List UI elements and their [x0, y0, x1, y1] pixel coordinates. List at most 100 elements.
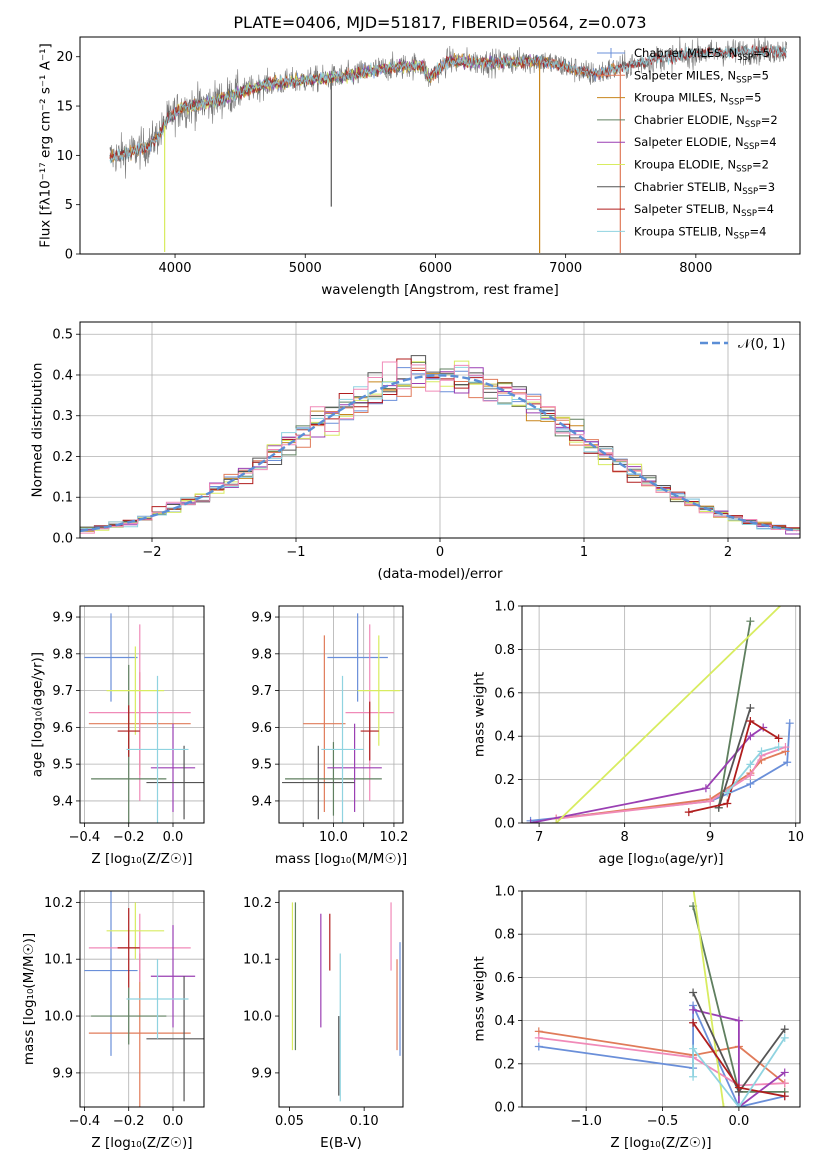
- weight-point-marker: [706, 797, 715, 806]
- y-axis-label: mass [log₁₀(M/M☉)]: [21, 933, 37, 1065]
- x-tick-label: 8: [621, 830, 629, 845]
- y-tick-label: 0.4: [494, 1014, 515, 1029]
- x-axis-label: Z [log₁₀(Z/Z☉)]: [91, 1135, 192, 1151]
- legend-subscript: SSP: [736, 75, 752, 85]
- x-tick-label: −2: [142, 545, 161, 560]
- panel-weight-vs-z: −1.0 −0.5 0.0 0.0 0.2 0.4 0.6 0.8 1.0 Z [log₁₀(Z/…: [471, 885, 801, 1151]
- weight-point-marker: [783, 758, 792, 767]
- y-axis-label: mass weight: [471, 672, 487, 757]
- weight-point-marker: [746, 717, 755, 726]
- legend-entry: 𝒩(0, 1): [738, 337, 785, 352]
- y-tick-label: 9.4: [251, 794, 272, 809]
- axes-frame: [79, 605, 205, 824]
- weight-point-marker: [780, 1025, 789, 1034]
- y-tick-label: 0.2: [52, 450, 73, 465]
- legend-subscript: SSP: [742, 187, 758, 197]
- x-axis-label: (data-model)/error: [377, 566, 503, 582]
- x-tick-label: 1: [580, 545, 588, 560]
- x-tick-label: −1.0: [570, 1114, 602, 1129]
- legend-text: Kroupa STELIB, N: [634, 224, 734, 238]
- legend-entry: Salpeter ELODIE, NSSP=4: [634, 135, 777, 152]
- legend-text-tail: =5: [752, 68, 769, 82]
- y-tick-label: 0: [65, 248, 73, 263]
- y-axis-label: Flux [fλ10⁻¹⁷ erg cm⁻² s⁻¹ A⁻¹]: [38, 43, 54, 248]
- x-tick-label: −0.5: [647, 1114, 679, 1129]
- weight-point-marker: [734, 1103, 743, 1107]
- weight-point-marker: [746, 617, 755, 626]
- x-tick-label: 7000: [549, 261, 582, 276]
- panel-mass-vs-z: −0.4 −0.2 0.0 9.9 10.0 10.1 10.2 Z [log₁₀(Z/Z☉)…: [21, 890, 205, 1151]
- y-axis-label: age [log₁₀(age/yr)]: [29, 652, 45, 777]
- x-axis-label: Z [log₁₀(Z/Z☉)]: [91, 851, 192, 867]
- x-tick-label: 10.0: [319, 830, 348, 845]
- figure-title: PLATE=0406, MJD=51817, FIBERID=0564, z=0…: [233, 13, 646, 32]
- weight-point-marker: [689, 1072, 698, 1081]
- x-tick-label: 0.0: [729, 1114, 750, 1129]
- y-tick-label: 10.1: [44, 953, 73, 968]
- y-tick-label: 10.0: [44, 1010, 73, 1025]
- x-tick-label: 2: [724, 545, 732, 560]
- legend-text: Kroupa ELODIE, N: [634, 158, 736, 172]
- x-axis-label: mass [log₁₀(M/M☉)]: [275, 851, 407, 867]
- weight-point-marker: [774, 734, 783, 743]
- axes-frame: [278, 890, 404, 1108]
- axes-frame: [521, 890, 801, 1108]
- legend-text-tail: =2: [752, 158, 769, 172]
- weight-point-marker: [780, 1068, 789, 1077]
- weight-series-line: [692, 891, 725, 1107]
- x-tick-label: 4000: [158, 261, 191, 276]
- x-tick-label: 10: [787, 830, 804, 845]
- legend-text: Chabrier STELIB, N: [634, 180, 742, 194]
- legend-entry: Kroupa ELODIE, NSSP=2: [634, 158, 769, 175]
- weight-point-marker: [734, 1016, 743, 1025]
- y-tick-label: 9.6: [251, 721, 272, 736]
- weight-series-line: [692, 1037, 786, 1107]
- y-tick-label: 0.4: [52, 368, 73, 383]
- y-tick-label: 9.6: [52, 721, 73, 736]
- weight-series-line: [726, 746, 779, 794]
- y-tick-label: 9.9: [251, 611, 272, 626]
- legend-text: Chabrier ELODIE, N: [634, 113, 745, 127]
- x-tick-label: 0: [436, 545, 444, 560]
- y-tick-label: 9.7: [52, 684, 73, 699]
- x-tick-label: −0.4: [69, 830, 101, 845]
- x-tick-label: −0.4: [69, 1114, 101, 1129]
- y-tick-label: 0.8: [494, 928, 515, 943]
- axes-frame: [79, 890, 205, 1108]
- legend-text: Salpeter MILES, N: [634, 68, 736, 82]
- y-tick-label: 0.0: [494, 817, 515, 832]
- y-tick-label: 0.6: [494, 686, 515, 701]
- x-tick-label: 5000: [289, 261, 322, 276]
- weight-point-marker: [689, 1044, 698, 1053]
- legend-text: Chabrier MILES, N: [634, 46, 737, 60]
- legend-subscript: SSP: [737, 53, 753, 63]
- weight-point-marker: [723, 799, 732, 808]
- legend-entry: Salpeter MILES, NSSP=5: [634, 68, 769, 85]
- weight-point-marker: [684, 808, 693, 817]
- legend-text-tail: =5: [753, 46, 770, 60]
- weight-point-marker: [780, 1079, 789, 1088]
- weight-series-line: [717, 621, 752, 808]
- weight-point-marker: [689, 1018, 698, 1027]
- y-tick-label: 0.2: [494, 773, 515, 788]
- x-tick-label: 9: [706, 830, 714, 845]
- y-tick-label: 9.9: [251, 1066, 272, 1081]
- y-tick-label: 0.0: [52, 532, 73, 547]
- x-tick-label: −1: [286, 545, 305, 560]
- legend-entry: Kroupa MILES, NSSP=5: [634, 91, 761, 108]
- axes-frame: [79, 36, 801, 255]
- panel-residual-histogram: −2 −1 0 1 2 0.0 0.1 0.2 0.3 0.4 0.5 (data-model)/er…: [29, 321, 801, 582]
- weight-point-marker: [785, 719, 794, 728]
- y-tick-label: 9.9: [52, 611, 73, 626]
- model-spectrum-line: [109, 44, 787, 162]
- panel-mass-vs-ebv: 0.05 0.10 9.9 10.0 10.1 10.2 E(B-V): [243, 890, 404, 1151]
- legend-subscript: SSP: [729, 98, 745, 108]
- legend-subscript: SSP: [745, 120, 761, 130]
- weight-series-line: [555, 606, 782, 823]
- weight-point-marker: [701, 784, 710, 793]
- weight-point-marker: [746, 703, 755, 712]
- legend-subscript: SSP: [734, 231, 750, 241]
- weight-point-marker: [780, 1033, 789, 1042]
- weight-series-line: [688, 719, 780, 813]
